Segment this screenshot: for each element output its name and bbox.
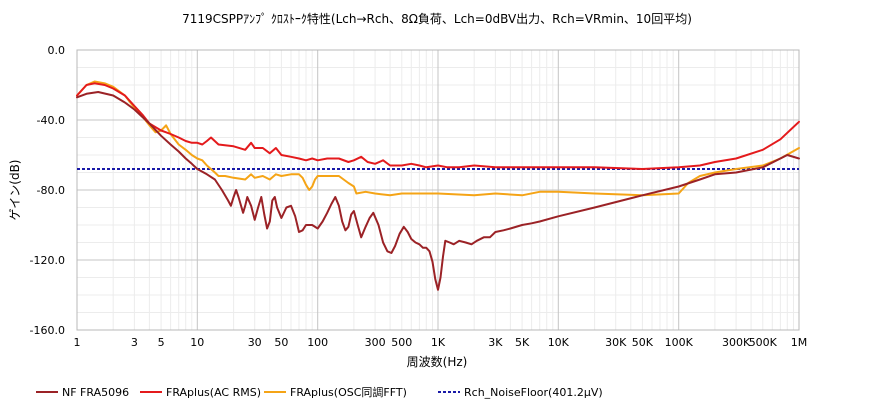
y-tick-labels: 0.0 -40.0 -80.0 -120.0 -160.0 xyxy=(30,44,65,337)
x-tick-label: 500K xyxy=(749,336,778,349)
x-tick-label: 1 xyxy=(74,336,81,349)
x-tick-label: 50 xyxy=(274,336,288,349)
chart-title: 7119CSPPｱﾝﾌﾟ ｸﾛｽﾄｰｸ特性(Lch→Rch、8Ω負荷、Lch=0… xyxy=(182,11,692,26)
x-tick-label: 300K xyxy=(722,336,751,349)
series-line-1 xyxy=(76,91,800,291)
x-tick-label: 100K xyxy=(665,336,694,349)
x-tick-labels: 1 3 5 10 30 50 100 300 500 1K 3K 5K 10K 30K 50K 100K 300… xyxy=(74,336,808,349)
y-tick-label: -40.0 xyxy=(37,114,65,127)
legend-label-4: Rch_NoiseFloor(401.2μV) xyxy=(464,386,603,399)
x-tick-label: 300 xyxy=(365,336,386,349)
x-tick-label: 5K xyxy=(515,336,530,349)
x-axis-label: 周波数(Hz) xyxy=(407,354,468,369)
series-line-3 xyxy=(76,80,800,197)
x-tick-label: 1M xyxy=(791,336,808,349)
x-tick-label: 500 xyxy=(391,336,412,349)
y-tick-label: 0.0 xyxy=(48,44,66,57)
plot-frame xyxy=(76,49,800,331)
legend: NF FRA5096 FRAplus(AC RMS) FRAplus(OSC同調FF… xyxy=(36,385,603,399)
legend-label-2: FRAplus(AC RMS) xyxy=(166,386,261,399)
y-axis-label: ゲイン(dB) xyxy=(8,160,22,221)
x-tick-label: 10 xyxy=(190,336,204,349)
x-tick-label: 30 xyxy=(248,336,262,349)
x-tick-label: 5 xyxy=(158,336,165,349)
x-tick-label: 30K xyxy=(605,336,627,349)
x-tick-label: 100 xyxy=(307,336,328,349)
series-line-2 xyxy=(76,82,800,170)
x-tick-label: 3K xyxy=(488,336,503,349)
x-tick-label: 1K xyxy=(431,336,446,349)
x-tick-label: 3 xyxy=(131,336,138,349)
y-tick-label: -80.0 xyxy=(37,184,65,197)
legend-label-3: FRAplus(OSC同調FFT) xyxy=(290,385,407,399)
x-tick-label: 10K xyxy=(548,336,570,349)
y-tick-label: -120.0 xyxy=(30,254,65,267)
x-tick-label: 50K xyxy=(632,336,654,349)
series-layer xyxy=(76,80,800,291)
legend-label-1: NF FRA5096 xyxy=(62,386,129,399)
y-tick-label: -160.0 xyxy=(30,324,65,337)
